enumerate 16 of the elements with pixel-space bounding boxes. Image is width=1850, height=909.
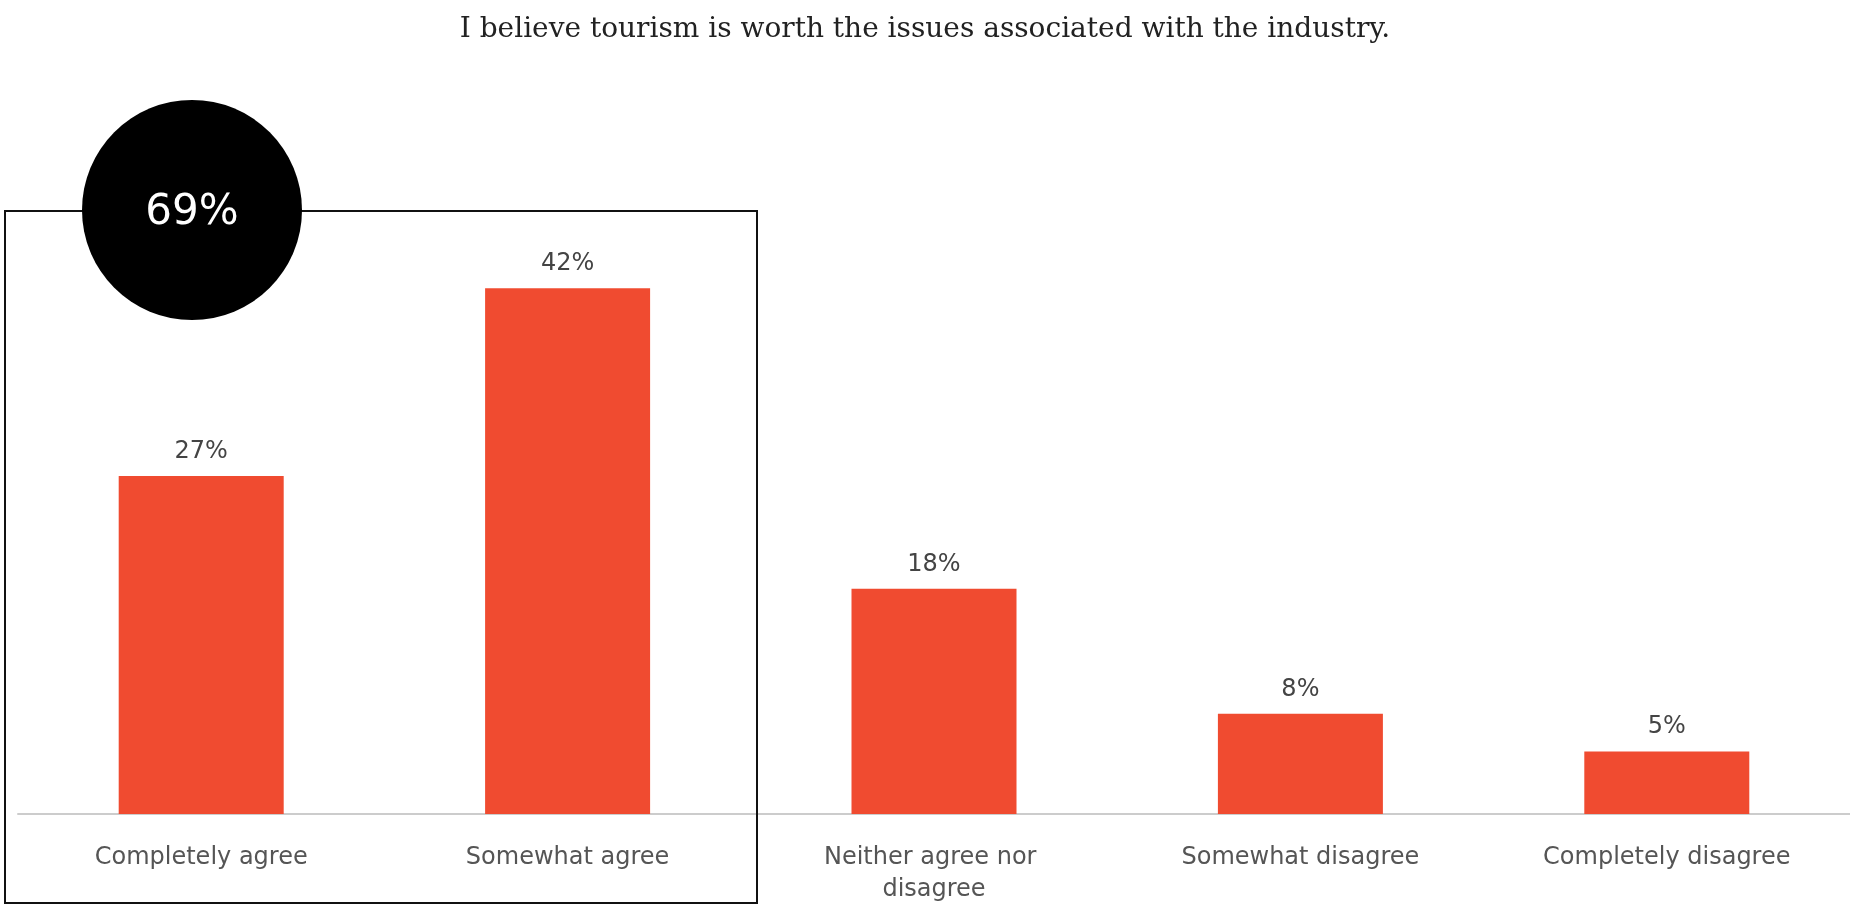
data-label: 27% (174, 435, 228, 464)
x-tick-label: Somewhat agree (465, 842, 670, 870)
bar (1217, 713, 1383, 814)
bar (1584, 751, 1750, 814)
data-label: 42% (540, 248, 595, 277)
x-tick-label: Completely disagree (1543, 842, 1791, 870)
bar (851, 588, 1017, 814)
x-tick-label: Somewhat disagree (1181, 842, 1420, 870)
x-tick-label: Completely agree (94, 842, 308, 870)
bar (485, 288, 651, 814)
chart-title: I believe tourism is worth the issues associated with the industry. (459, 10, 1391, 44)
data-label: 8% (1281, 673, 1320, 702)
data-label: 18% (907, 548, 961, 577)
x-tick-label: Neither agree nor disagree (823, 842, 1045, 902)
bar (118, 475, 284, 814)
data-label: 5% (1647, 711, 1686, 740)
